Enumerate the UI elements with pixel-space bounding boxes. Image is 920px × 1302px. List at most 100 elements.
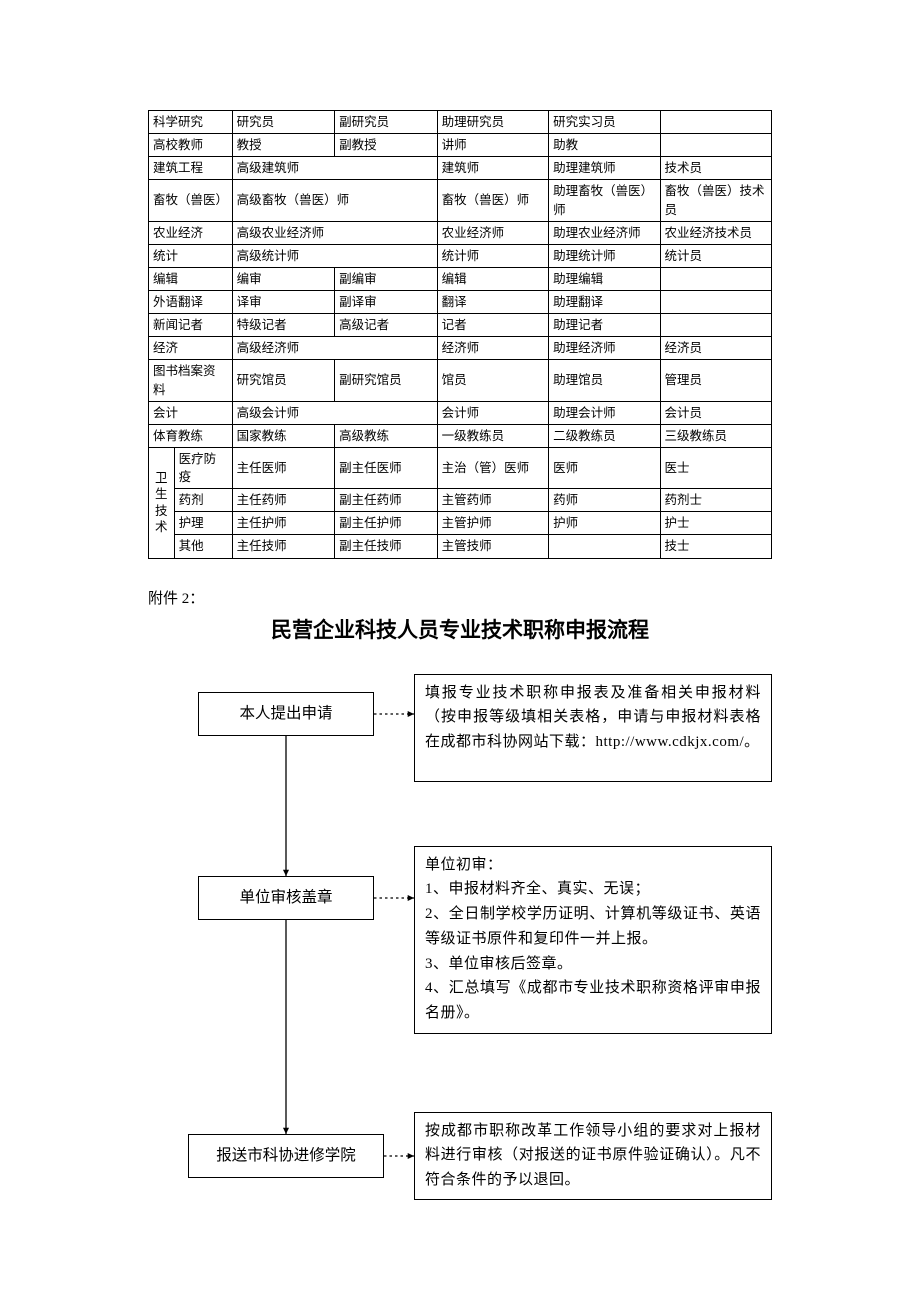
table-cell (660, 111, 771, 134)
table-cell: 医师 (549, 447, 660, 488)
table-cell: 主管护师 (437, 512, 548, 535)
table-cell: 技士 (660, 535, 771, 558)
table-cell: 助理编辑 (549, 267, 660, 290)
table-cell: 卫生技术 (149, 447, 175, 558)
table-cell: 护师 (549, 512, 660, 535)
table-cell: 科学研究 (149, 111, 233, 134)
table-cell: 其他 (174, 535, 232, 558)
flow-step-3: 报送市科协进修学院 (188, 1134, 384, 1178)
table-cell: 三级教练员 (660, 424, 771, 447)
table-cell: 管理员 (660, 360, 771, 401)
table-cell: 助理研究员 (437, 111, 548, 134)
table-cell: 研究馆员 (232, 360, 335, 401)
table-cell: 农业经济 (149, 221, 233, 244)
table-cell: 助理统计师 (549, 244, 660, 267)
table-cell (549, 535, 660, 558)
table-cell: 图书档案资料 (149, 360, 233, 401)
table-cell: 特级记者 (232, 314, 335, 337)
table-cell: 助理记者 (549, 314, 660, 337)
table-cell (660, 134, 771, 157)
table-cell: 统计师 (437, 244, 548, 267)
table-cell: 主任药师 (232, 489, 335, 512)
table-cell: 编辑 (149, 267, 233, 290)
table-cell: 副译审 (335, 291, 438, 314)
table-cell: 高级畜牧（兽医）师 (232, 180, 437, 221)
table-cell: 副主任药师 (335, 489, 438, 512)
table-cell: 研究员 (232, 111, 335, 134)
title-table: 科学研究研究员副研究员助理研究员研究实习员高校教师教授副教授讲师助教建筑工程高级… (148, 110, 772, 559)
table-cell: 体育教练 (149, 424, 233, 447)
table-cell: 护理 (174, 512, 232, 535)
table-cell: 经济师 (437, 337, 548, 360)
table-cell (660, 314, 771, 337)
table-cell: 畜牧（兽医）技术员 (660, 180, 771, 221)
table-cell: 主任技师 (232, 535, 335, 558)
table-cell: 副研究馆员 (335, 360, 438, 401)
table-cell: 副主任医师 (335, 447, 438, 488)
flow-step-2: 单位审核盖章 (198, 876, 374, 920)
flow-desc-3: 按成都市职称改革工作领导小组的要求对上报材料进行审核（对报送的证书原件验证确认）… (414, 1112, 772, 1200)
table-cell: 翻译 (437, 291, 548, 314)
table-cell: 助教 (549, 134, 660, 157)
table-cell: 医疗防疫 (174, 447, 232, 488)
table-cell: 讲师 (437, 134, 548, 157)
flow-desc-1: 填报专业技术职称申报表及准备相关申报材料（按申报等级填相关表格，申请与申报材料表… (414, 674, 772, 782)
table-cell: 药剂士 (660, 489, 771, 512)
table-cell: 高级会计师 (232, 401, 437, 424)
table-cell: 统计 (149, 244, 233, 267)
table-cell: 高级农业经济师 (232, 221, 437, 244)
table-cell: 会计 (149, 401, 233, 424)
table-cell: 副编审 (335, 267, 438, 290)
table-cell: 高级经济师 (232, 337, 437, 360)
table-cell: 助理翻译 (549, 291, 660, 314)
table-cell: 畜牧（兽医）师 (437, 180, 548, 221)
flow-step-1: 本人提出申请 (198, 692, 374, 736)
table-cell: 统计员 (660, 244, 771, 267)
table-cell: 馆员 (437, 360, 548, 401)
table-cell: 高级教练 (335, 424, 438, 447)
table-cell: 助理经济师 (549, 337, 660, 360)
table-cell: 助理农业经济师 (549, 221, 660, 244)
table-cell: 高校教师 (149, 134, 233, 157)
table-cell: 护士 (660, 512, 771, 535)
table-cell: 编辑 (437, 267, 548, 290)
table-cell: 外语翻译 (149, 291, 233, 314)
table-cell: 教授 (232, 134, 335, 157)
table-cell: 主治（管）医师 (437, 447, 548, 488)
table-cell: 新闻记者 (149, 314, 233, 337)
table-cell: 经济 (149, 337, 233, 360)
table-cell: 主管技师 (437, 535, 548, 558)
table-cell: 译审 (232, 291, 335, 314)
table-cell: 助理会计师 (549, 401, 660, 424)
table-cell: 副主任技师 (335, 535, 438, 558)
table-cell: 主任医师 (232, 447, 335, 488)
table-cell: 经济员 (660, 337, 771, 360)
table-cell: 高级记者 (335, 314, 438, 337)
table-cell: 高级建筑师 (232, 157, 437, 180)
table-cell: 畜牧（兽医） (149, 180, 233, 221)
table-cell: 一级教练员 (437, 424, 548, 447)
table-cell: 副主任护师 (335, 512, 438, 535)
table-cell (660, 291, 771, 314)
table-cell: 副教授 (335, 134, 438, 157)
table-cell: 建筑工程 (149, 157, 233, 180)
flow-desc-2: 单位初审： 1、申报材料齐全、真实、无误； 2、全日制学校学历证明、计算机等级证… (414, 846, 772, 1034)
table-cell: 建筑师 (437, 157, 548, 180)
table-cell: 药剂 (174, 489, 232, 512)
table-cell: 主任护师 (232, 512, 335, 535)
table-cell: 编审 (232, 267, 335, 290)
table-cell: 技术员 (660, 157, 771, 180)
table-cell: 记者 (437, 314, 548, 337)
table-cell: 副研究员 (335, 111, 438, 134)
attachment-label: 附件 2： (148, 587, 772, 608)
table-cell: 药师 (549, 489, 660, 512)
table-cell: 助理建筑师 (549, 157, 660, 180)
flowchart: 本人提出申请单位审核盖章报送市科协进修学院填报专业技术职称申报表及准备相关申报材… (148, 692, 772, 1252)
table-cell: 高级统计师 (232, 244, 437, 267)
table-cell: 主管药师 (437, 489, 548, 512)
table-cell: 二级教练员 (549, 424, 660, 447)
table-cell: 助理畜牧（兽医）师 (549, 180, 660, 221)
table-cell: 农业经济师 (437, 221, 548, 244)
table-cell: 研究实习员 (549, 111, 660, 134)
table-cell: 国家教练 (232, 424, 335, 447)
